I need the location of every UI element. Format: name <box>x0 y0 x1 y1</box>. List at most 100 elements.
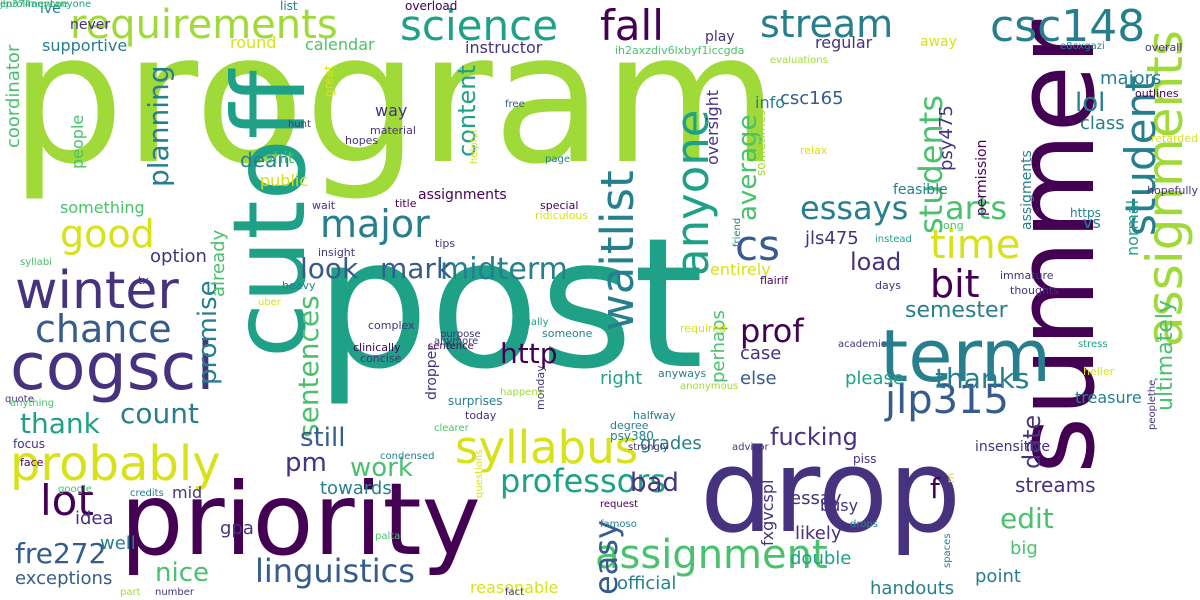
word-clinically: clinically <box>353 341 401 354</box>
word-helpful: helpful <box>469 129 480 165</box>
word-still: still <box>300 423 346 453</box>
word-coordinator: coordinator <box>3 44 24 149</box>
word-point: point <box>975 566 1021 587</box>
word-essay: essay <box>790 488 842 509</box>
word-linguistics: linguistics <box>255 552 415 590</box>
word-case: case <box>740 343 782 364</box>
word-double: double <box>790 548 852 569</box>
word-material: material <box>370 124 416 137</box>
word-outlines: outlines <box>1135 87 1179 100</box>
word-f: f <box>930 472 940 505</box>
word-csc165: csc165 <box>780 88 844 109</box>
word-flairif: flairif <box>760 274 789 287</box>
word-bad: bad <box>630 468 679 498</box>
word-never: never <box>70 17 111 33</box>
word-relax: relax <box>800 144 828 157</box>
word-gpa: gpa <box>220 518 254 539</box>
word-today: today <box>465 409 497 422</box>
word-academic: academic <box>838 339 887 350</box>
word-class: class <box>1080 113 1125 134</box>
word-work: work <box>350 453 413 483</box>
word-palta: palta <box>375 531 401 542</box>
word-prof: prof <box>740 312 804 350</box>
word-ih2axzdiv6lxbyf1iccgda: ih2axzdiv6lxbyf1iccgda <box>615 44 745 57</box>
word-thoughts: thoughts <box>1010 284 1059 297</box>
word-anonymous: anonymous <box>680 381 739 392</box>
word-instead: instead <box>875 234 912 245</box>
word-people: people <box>68 115 87 170</box>
word-retarded: retarded <box>1150 132 1198 145</box>
word-grades: grades <box>640 433 702 454</box>
word-big: big <box>1010 538 1038 559</box>
word-way: way <box>375 101 408 120</box>
word-lol: lol <box>1075 88 1106 118</box>
word-official: official <box>617 573 677 594</box>
word-well: well <box>100 533 136 554</box>
word-requirements: requirements <box>70 2 338 48</box>
word-winter: winter <box>15 261 179 321</box>
word-someone: someone <box>542 327 593 340</box>
word-instructor: instructor <box>465 38 543 57</box>
word-ultimately: ultimately <box>1153 299 1178 411</box>
word-anyways: anyways <box>658 367 707 380</box>
word-ive: ive <box>40 1 61 17</box>
word-right: right <box>600 368 643 389</box>
word-rn: rn <box>946 472 957 484</box>
word-complex: complex <box>368 319 415 332</box>
word-please: please <box>845 368 904 389</box>
word-good: good <box>60 212 155 256</box>
word-dean: dean <box>240 148 290 172</box>
word-cs: cs <box>735 221 780 270</box>
word-request: request <box>600 499 639 510</box>
word-handouts: handouts <box>870 578 955 599</box>
word-science: science <box>400 1 559 50</box>
word-insensitive: insensitive <box>975 439 1051 455</box>
word-chance: chance <box>35 307 172 351</box>
word-load: load <box>850 248 902 276</box>
word-perhaps: perhaps <box>708 309 729 383</box>
word-professors: professors <box>500 462 667 500</box>
word-overall: overall <box>1145 41 1183 54</box>
word-concise: concise <box>360 352 402 365</box>
word-dropper: dropper <box>424 344 440 401</box>
word-priority: priority <box>120 461 481 578</box>
word-mark: mark <box>380 252 453 285</box>
word-syllabi: syllabi <box>20 257 52 268</box>
word-reasonable: reasonable <box>470 578 559 597</box>
word-heavy: heavy <box>282 279 316 292</box>
word-anymore: anymore <box>434 336 479 347</box>
word-advisor: advisor <box>732 442 769 453</box>
word-condensed: condensed <box>380 451 435 462</box>
word-jlp315: jlp315 <box>885 377 1009 423</box>
word-purpose: purpose <box>440 329 481 340</box>
word-supportive: supportive <box>42 36 128 55</box>
word-treasure: treasure <box>1075 388 1142 407</box>
word-oversight: oversight <box>703 90 722 166</box>
word-nice: nice <box>155 558 209 588</box>
word-hopes: hopes <box>345 134 379 147</box>
word-overload: overload <box>405 0 458 13</box>
word-post: post <box>315 200 704 409</box>
word-stream: stream <box>760 2 894 46</box>
word-psy380: psy380 <box>610 429 654 443</box>
word-insight: insight <box>318 246 356 259</box>
word-exceptions: exceptions <box>15 568 113 589</box>
word-focus: focus <box>13 437 46 451</box>
word-hunt: hunt <box>288 119 311 130</box>
word-spaces: spaces <box>942 532 953 568</box>
word-arts: arts <box>945 189 1007 227</box>
word-strongly: strongly <box>628 442 669 453</box>
word-planning: planning <box>142 64 175 187</box>
word-page: page <box>545 154 570 165</box>
word-midterm: midterm <box>440 252 568 287</box>
word-streams: streams <box>1015 473 1096 497</box>
word-already: already <box>208 230 229 298</box>
word-bit: bit <box>930 262 980 306</box>
word-term: term <box>880 314 1051 398</box>
word-quote: quote <box>5 394 34 405</box>
word-list: list <box>280 0 298 13</box>
word-csc148: csc148 <box>990 1 1146 52</box>
word-lot: lot <box>40 476 94 525</box>
word-cogsci: cogsci <box>10 330 215 405</box>
word-something: something <box>60 198 145 217</box>
